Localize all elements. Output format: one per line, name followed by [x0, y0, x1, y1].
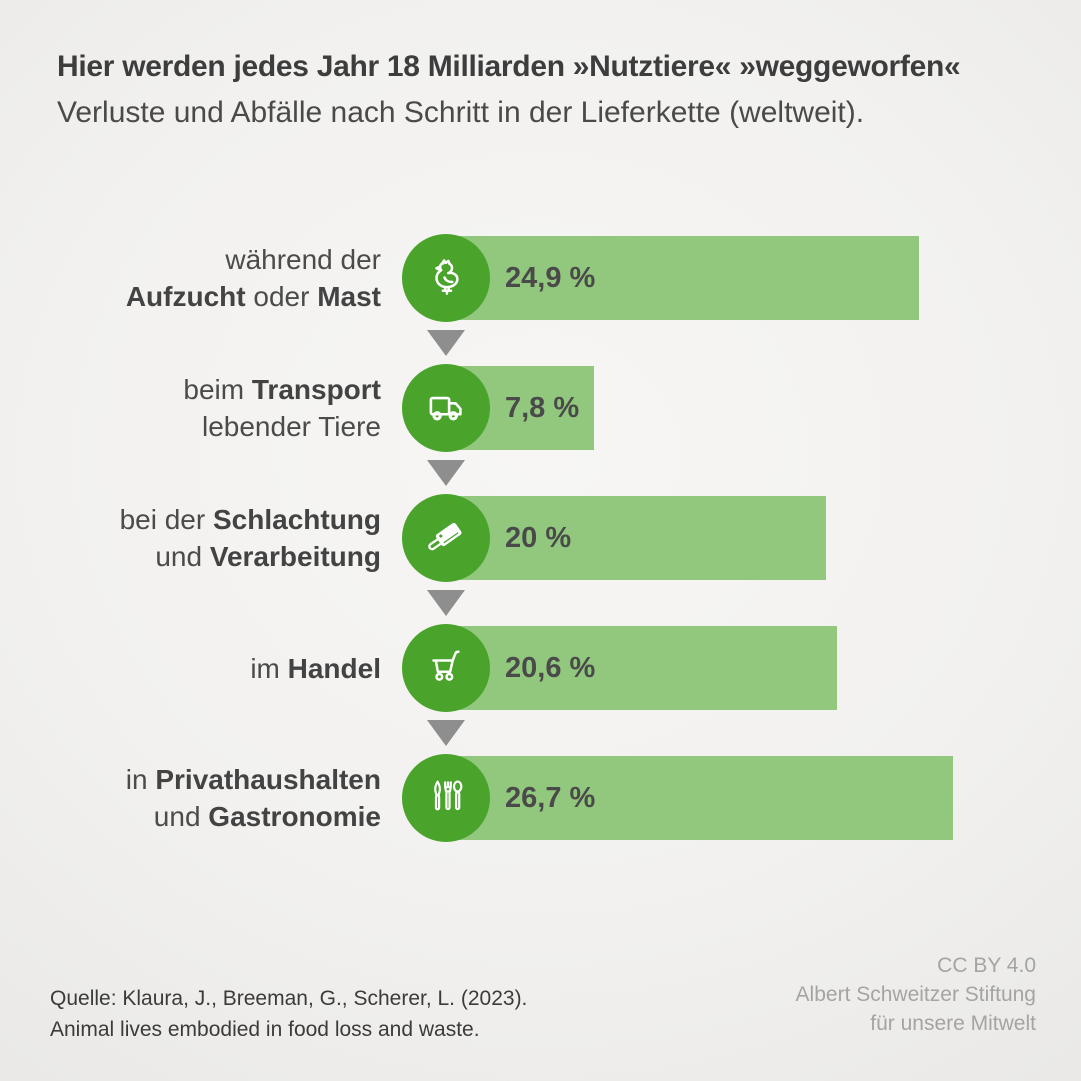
bar [446, 236, 919, 320]
down-arrow-icon [427, 460, 465, 486]
down-arrow-icon [427, 720, 465, 746]
source-note: Quelle: Klaura, J., Breeman, G., Scherer… [50, 983, 527, 1045]
down-arrow-icon [427, 590, 465, 616]
bar-value: 20 % [505, 521, 572, 554]
bar [446, 756, 953, 840]
cart-icon [432, 650, 460, 681]
cutlery-icon [434, 780, 463, 811]
chart-row: im Handel 20,6 % [0, 620, 1081, 716]
bar [446, 496, 826, 580]
row-label-line: und Verarbeitung [155, 541, 381, 572]
row-label-line: beim Transport [183, 374, 381, 405]
chart-row: beim Transport lebender Tiere 7,8 % [0, 360, 1081, 456]
icon-badge [402, 624, 490, 712]
down-arrow-icon [427, 330, 465, 356]
chicken-icon [435, 259, 459, 295]
bar-value: 24,9 % [505, 261, 596, 294]
cleaver-icon [428, 522, 462, 551]
row-label: in Privathaushalten und Gastronomie [40, 750, 381, 846]
row-label-line: im Handel [250, 652, 381, 684]
truck-icon [429, 396, 462, 421]
page-subtitle: Verluste und Abfälle nach Schritt in der… [57, 96, 865, 129]
source-line-1: Quelle: Klaura, J., Breeman, G., Scherer… [50, 987, 528, 1010]
row-label-line: Aufzucht oder Mast [125, 281, 381, 312]
icon-badge [402, 234, 490, 322]
chart-row: bei der Schlachtung und Verarbeitung 20 % [0, 490, 1081, 586]
page-title: Hier werden jedes Jahr 18 Milliarden »Nu… [57, 50, 961, 83]
row-label-line: lebender Tiere [201, 411, 381, 442]
row-label: im Handel [40, 620, 381, 716]
row-label-line: und Gastronomie [153, 801, 381, 832]
bar [446, 626, 837, 710]
org-line-1: Albert Schweitzer Stiftung [795, 983, 1036, 1006]
license-label: CC BY 4.0 [937, 954, 1036, 977]
bar-value: 26,7 % [505, 781, 596, 814]
row-label: bei der Schlachtung und Verarbeitung [40, 490, 381, 586]
source-line-2: Animal lives embodied in food loss and w… [50, 1018, 480, 1041]
row-label: während der Aufzucht oder Mast [40, 230, 381, 326]
bar-value: 7,8 % [505, 391, 580, 424]
icon-badge [402, 364, 490, 452]
row-label-line: bei der Schlachtung [119, 504, 381, 535]
icon-badge [402, 754, 490, 842]
chart-row: während der Aufzucht oder Mast 24,9 % [0, 230, 1081, 326]
chart-row: in Privathaushalten und Gastronomie 26,7 % [0, 750, 1081, 846]
row-label-line: während der [225, 244, 381, 275]
row-label-line: in Privathaushalten [125, 764, 381, 795]
org-line-2: für unsere Mitwelt [870, 1012, 1036, 1035]
icon-badge [402, 494, 490, 582]
bar-value: 20,6 % [505, 651, 596, 684]
row-label: beim Transport lebender Tiere [40, 360, 381, 456]
credit-note: CC BY 4.0 Albert Schweitzer Stiftung für… [796, 951, 1036, 1038]
